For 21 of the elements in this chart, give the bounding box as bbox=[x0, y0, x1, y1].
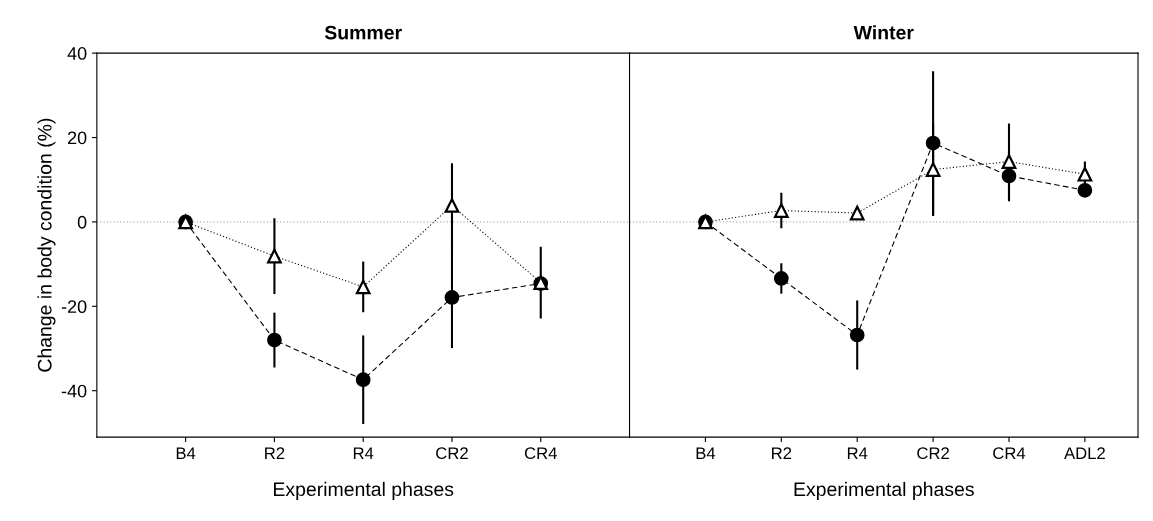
x-tick-label: R4 bbox=[353, 447, 374, 459]
y-tick-label: 20 bbox=[67, 131, 87, 145]
x-tick-label: ADL2 bbox=[1064, 447, 1105, 459]
y-tick-label: -20 bbox=[61, 300, 87, 314]
x-tick-label: CR2 bbox=[436, 447, 468, 460]
y-axis-title: Change in body condition (%) bbox=[37, 118, 56, 372]
chart-title: Winter bbox=[853, 25, 914, 40]
x-tick-label: CR2 bbox=[917, 447, 949, 460]
x-axis-title: Experimental phases bbox=[794, 481, 974, 500]
chart-title: Summer bbox=[324, 25, 402, 40]
y-tick-label: 40 bbox=[67, 47, 87, 60]
x-tick-label: R2 bbox=[772, 447, 792, 459]
x-axis-title: Experimental phases bbox=[274, 481, 454, 500]
x-tick-label: R4 bbox=[847, 447, 868, 459]
x-tick-label: R2 bbox=[265, 447, 285, 459]
x-tick-label: CR4 bbox=[993, 447, 1026, 460]
x-tick-label: B4 bbox=[176, 447, 196, 459]
x-tick-label: CR4 bbox=[524, 447, 557, 460]
y-tick-label: -40 bbox=[61, 384, 87, 398]
y-tick-label: 0 bbox=[77, 215, 87, 229]
x-tick-label: B4 bbox=[696, 447, 716, 459]
